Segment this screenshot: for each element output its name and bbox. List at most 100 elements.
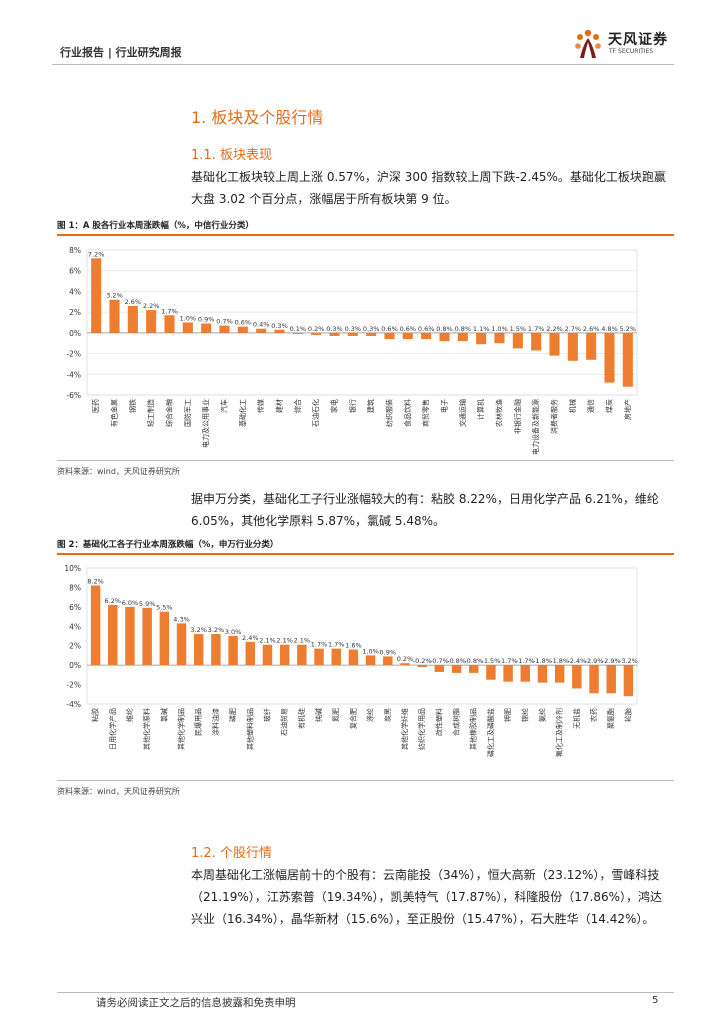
- data-label: 0.1%: [290, 325, 307, 333]
- data-label: -1.7%: [516, 657, 535, 665]
- category-label: 综合金融: [165, 399, 174, 427]
- company-logo: 天风证券 TF SECURITIES: [570, 24, 680, 62]
- footer-divider: [57, 992, 674, 993]
- category-label: 其他化学原料: [142, 708, 151, 750]
- figure2-chart-svg: 10% 8% 6% 4% 2% 0% -2% -4% 8.2% 粘胶 6.2% 日用化学产品 6.0% 维…: [64, 564, 638, 757]
- data-label: -1.5%: [481, 657, 500, 665]
- bar: [421, 332, 432, 340]
- category-label: 农林牧渔: [495, 399, 504, 427]
- logo-flower-icon: [575, 29, 601, 58]
- data-label: -0.8%: [464, 657, 483, 665]
- bar: [512, 332, 523, 349]
- logo-text-en: TF SECURITIES: [609, 48, 654, 55]
- data-label: 1.7%: [161, 307, 178, 315]
- category-label: 锦纶: [520, 708, 529, 722]
- category-label: 钢铁: [128, 399, 137, 413]
- category-label: 其他化学制品: [177, 708, 186, 750]
- category-label: 机械: [568, 399, 577, 413]
- data-label: 1.7%: [528, 325, 545, 333]
- category-label: 改性塑料: [434, 708, 443, 736]
- bar: [417, 665, 427, 668]
- data-label: -2.4%: [567, 657, 586, 665]
- data-label: 0.9%: [198, 316, 215, 324]
- category-label: 石油石化: [311, 399, 320, 427]
- y-tick-label: -2%: [66, 681, 81, 690]
- bar: [109, 299, 120, 333]
- data-label: 1.6%: [345, 642, 362, 650]
- bar: [274, 329, 285, 333]
- category-label: 基础化工: [238, 399, 247, 427]
- bar: [91, 258, 102, 333]
- bar: [549, 332, 560, 356]
- y-tick-label: 6%: [69, 267, 81, 276]
- data-label: 2.6%: [583, 325, 600, 333]
- figure2-source-rule: [57, 780, 674, 781]
- category-label: 电力及公用事业: [201, 399, 210, 448]
- bar: [228, 636, 238, 666]
- data-label: -2.9%: [585, 657, 604, 665]
- y-tick-label: -4%: [66, 700, 81, 709]
- y-tick-label: 4%: [69, 622, 81, 631]
- figure1-chart: 8% 6% 4% 2% 0% -2% -4% -6% 7.2% 医药 3.2% 有色金属 2.6% 钢铁 2…: [57, 238, 674, 462]
- bar: [348, 649, 359, 666]
- data-label: 0.3%: [326, 325, 343, 333]
- data-label: 1.5%: [510, 325, 527, 333]
- category-label: 纯碱: [314, 708, 323, 722]
- category-label: 电子: [440, 399, 449, 413]
- category-label: 合成树脂: [452, 708, 461, 736]
- data-label: 3.0%: [225, 628, 242, 636]
- bar: [245, 641, 256, 666]
- bar: [193, 634, 204, 666]
- category-label: 无机盐: [572, 708, 581, 729]
- category-label: 电力设备及新能源: [531, 399, 540, 455]
- category-label: 氮肥: [331, 708, 340, 722]
- y-tick-label: 10%: [64, 564, 81, 573]
- category-label: 涤纶: [366, 708, 375, 722]
- y-tick-label: 2%: [69, 642, 81, 651]
- data-label: 2.4%: [242, 634, 259, 642]
- section-title: 1. 板块及个股行情: [191, 108, 324, 127]
- category-label: 磷肥: [228, 708, 237, 722]
- stocks-paragraph: 本周基础化工涨幅居前十的个股有：云南能投（34%），恒大高新（23.12%），雪…: [191, 868, 663, 926]
- bar: [457, 332, 468, 342]
- data-label: 2.1%: [259, 637, 276, 645]
- bar: [586, 332, 597, 360]
- bar: [176, 623, 187, 666]
- bar: [434, 665, 445, 672]
- category-label: 维纶: [125, 708, 134, 722]
- data-label: 1.0%: [362, 647, 379, 655]
- data-label: 0.4%: [253, 321, 270, 329]
- category-label: 消费者服务: [550, 399, 559, 434]
- figure2-rule: [57, 553, 674, 555]
- data-label: 1.7%: [311, 641, 328, 649]
- bar: [142, 607, 152, 666]
- bar: [567, 332, 578, 361]
- bar: [279, 644, 290, 666]
- bar: [262, 644, 273, 666]
- data-label: 0.8%: [455, 325, 472, 333]
- bar: [256, 328, 267, 333]
- bar: [494, 332, 505, 344]
- bar: [108, 604, 118, 666]
- category-label: 磷化工及磷酸盐: [486, 708, 495, 757]
- category-label: 复合肥: [348, 708, 357, 729]
- category-label: 氨纶: [537, 708, 546, 722]
- data-label: 7.2%: [88, 250, 105, 258]
- data-label: -0.8%: [447, 657, 466, 665]
- category-label: 商贸零售: [421, 399, 430, 427]
- bar: [331, 648, 341, 666]
- subsection-title-sector: 1.1. 板块表现: [191, 148, 272, 163]
- category-label: 有色金属: [110, 399, 119, 427]
- bar: [531, 332, 542, 351]
- bar: [365, 655, 376, 666]
- category-label: 轻工制造: [146, 399, 155, 427]
- data-label: 8.2%: [87, 577, 104, 585]
- bar: [520, 665, 531, 682]
- logo-text: 天风证券: [608, 32, 668, 48]
- data-label: 3.2%: [208, 626, 225, 634]
- bar: [468, 665, 479, 673]
- data-label: 5.5%: [156, 604, 173, 612]
- bar: [164, 315, 175, 333]
- category-label: 涂料油漆: [211, 708, 220, 736]
- category-label: 综合: [293, 399, 302, 413]
